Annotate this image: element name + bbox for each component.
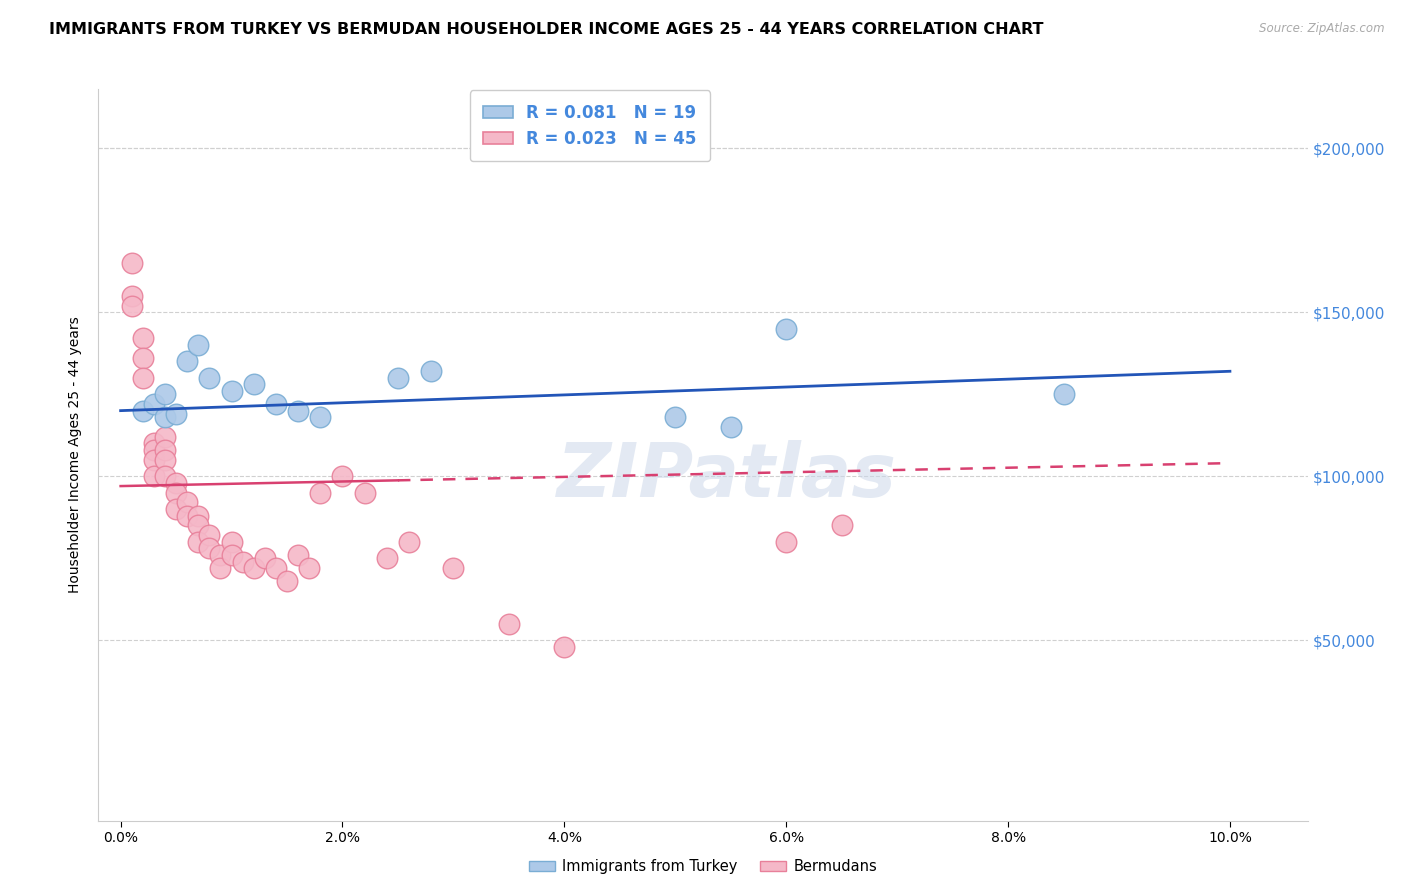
Point: [1052, 387, 1074, 401]
Legend: R = 0.081   N = 19, R = 0.023   N = 45: R = 0.081 N = 19, R = 0.023 N = 45: [470, 90, 710, 161]
Text: Source: ZipAtlas.com: Source: ZipAtlas.com: [1260, 22, 1385, 36]
Point: [221, 548, 243, 562]
Point: [132, 351, 155, 366]
Point: [153, 430, 176, 444]
Point: [153, 410, 176, 425]
Point: [142, 453, 165, 467]
Point: [153, 387, 176, 401]
Text: IMMIGRANTS FROM TURKEY VS BERMUDAN HOUSEHOLDER INCOME AGES 25 - 44 YEARS CORRELA: IMMIGRANTS FROM TURKEY VS BERMUDAN HOUSE…: [49, 22, 1043, 37]
Text: ZIPatlas: ZIPatlas: [557, 441, 897, 514]
Point: [420, 364, 443, 378]
Point: [198, 371, 221, 385]
Point: [198, 541, 221, 556]
Point: [132, 403, 155, 417]
Point: [121, 289, 143, 303]
Legend: Immigrants from Turkey, Bermudans: Immigrants from Turkey, Bermudans: [523, 854, 883, 880]
Point: [498, 616, 520, 631]
Point: [221, 384, 243, 398]
Point: [153, 453, 176, 467]
Point: [132, 331, 155, 345]
Point: [309, 485, 332, 500]
Point: [187, 518, 209, 533]
Point: [142, 469, 165, 483]
Point: [165, 485, 187, 500]
Point: [132, 371, 155, 385]
Point: [287, 548, 309, 562]
Point: [264, 561, 287, 575]
Point: [209, 561, 232, 575]
Point: [720, 420, 742, 434]
Y-axis label: Householder Income Ages 25 - 44 years: Householder Income Ages 25 - 44 years: [69, 317, 83, 593]
Point: [441, 561, 464, 575]
Point: [187, 534, 209, 549]
Point: [121, 256, 143, 270]
Point: [232, 555, 254, 569]
Point: [242, 561, 264, 575]
Point: [775, 534, 797, 549]
Point: [209, 548, 232, 562]
Point: [387, 371, 409, 385]
Point: [264, 397, 287, 411]
Point: [242, 377, 264, 392]
Point: [221, 534, 243, 549]
Point: [165, 502, 187, 516]
Point: [176, 354, 198, 368]
Point: [831, 518, 853, 533]
Point: [187, 508, 209, 523]
Point: [153, 469, 176, 483]
Point: [553, 640, 575, 654]
Point: [187, 338, 209, 352]
Point: [398, 534, 420, 549]
Point: [375, 551, 398, 566]
Point: [332, 469, 354, 483]
Point: [142, 436, 165, 450]
Point: [309, 410, 332, 425]
Point: [775, 321, 797, 335]
Point: [253, 551, 276, 566]
Point: [176, 495, 198, 509]
Point: [121, 299, 143, 313]
Point: [153, 442, 176, 457]
Point: [353, 485, 375, 500]
Point: [198, 528, 221, 542]
Point: [165, 407, 187, 421]
Point: [298, 561, 321, 575]
Point: [287, 403, 309, 417]
Point: [142, 442, 165, 457]
Point: [176, 508, 198, 523]
Point: [165, 475, 187, 490]
Point: [276, 574, 298, 589]
Point: [142, 397, 165, 411]
Point: [664, 410, 686, 425]
